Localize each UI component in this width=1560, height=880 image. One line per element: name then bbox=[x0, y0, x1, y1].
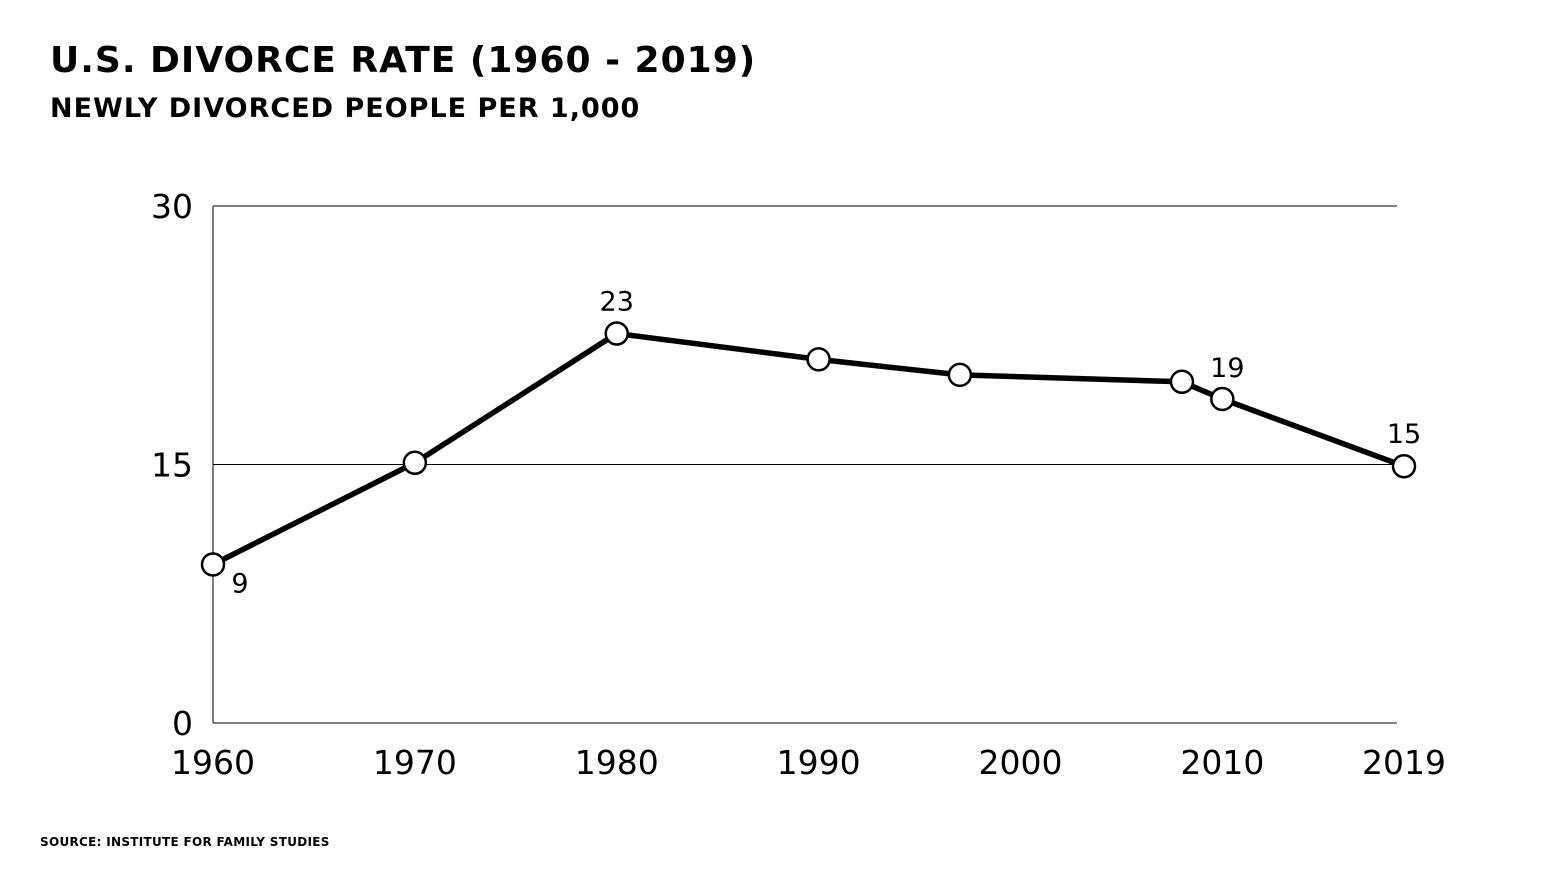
y-tick-label-15: 15 bbox=[151, 446, 193, 485]
data-label-2019: 15 bbox=[1387, 419, 1421, 450]
x-tick-label-1960: 1960 bbox=[171, 743, 255, 782]
source-note: SOURCE: INSTITUTE FOR FAMILY STUDIES bbox=[40, 835, 330, 849]
data-point-2019 bbox=[1391, 453, 1417, 479]
chart-subtitle: NEWLY DIVORCED PEOPLE PER 1,000 bbox=[50, 93, 641, 124]
x-tick-label-2010: 2010 bbox=[1180, 743, 1264, 782]
data-label-1980: 23 bbox=[600, 287, 634, 318]
x-tick-label-2019: 2019 bbox=[1362, 743, 1446, 782]
data-label-2010: 19 bbox=[1210, 353, 1244, 384]
data-point-1990 bbox=[806, 347, 831, 372]
data-point-1970 bbox=[402, 450, 428, 476]
x-tick-label-2000: 2000 bbox=[978, 743, 1062, 782]
x-tick-label-1990: 1990 bbox=[777, 743, 861, 782]
data-point-1980 bbox=[604, 321, 629, 346]
data-point-2010 bbox=[1210, 386, 1235, 412]
data-point-1960 bbox=[200, 552, 226, 577]
data-point-1997 bbox=[947, 362, 973, 388]
chart-title: U.S. DIVORCE RATE (1960 - 2019) bbox=[50, 40, 757, 81]
y-tick-label-30: 30 bbox=[151, 187, 193, 226]
data-label-1960: 9 bbox=[231, 568, 248, 599]
x-tick-label-1970: 1970 bbox=[373, 743, 457, 782]
data-point-2008 bbox=[1169, 369, 1195, 395]
y-tick-label-0: 0 bbox=[172, 704, 193, 743]
x-tick-label-1980: 1980 bbox=[575, 743, 659, 782]
